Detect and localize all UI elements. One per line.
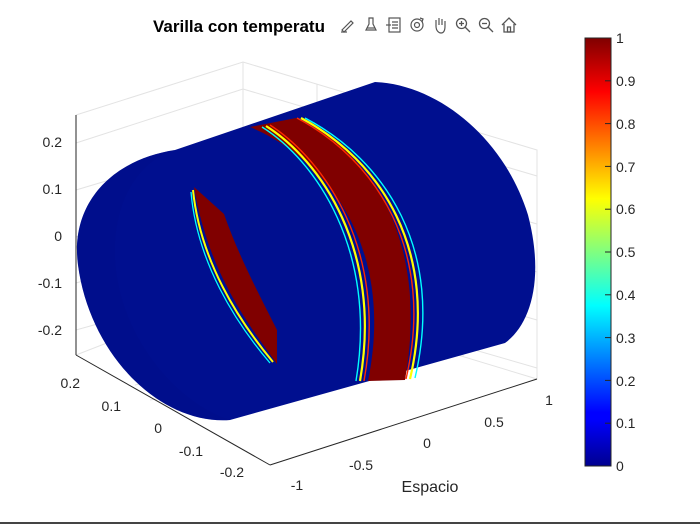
colorbar-tick-label: 0.4 xyxy=(616,287,636,303)
hot-band-left-edge-cyan xyxy=(190,191,271,364)
hot-band-right-edge-left-red xyxy=(269,124,370,382)
hot-band-right xyxy=(250,118,411,381)
colorbar-tick-label: 0.9 xyxy=(616,73,636,89)
y-tick-label: 0.1 xyxy=(102,398,122,414)
hot-band-left-edge xyxy=(192,189,274,363)
z-tick-label: -0.2 xyxy=(38,322,62,338)
rotate-3d-icon[interactable] xyxy=(406,14,428,36)
x-tick-label: -1 xyxy=(291,477,304,493)
z-axis-ticks: 0.2 0.1 0 -0.1 -0.2 xyxy=(38,134,62,338)
y-tick-label: -0.1 xyxy=(179,443,203,459)
window-bottom-border xyxy=(0,522,700,524)
axes-toolbar xyxy=(337,14,520,36)
home-icon[interactable] xyxy=(498,14,520,36)
x-tick-label: 1 xyxy=(545,392,553,408)
y-tick-label: -0.2 xyxy=(220,464,244,480)
edit-plot-icon[interactable] xyxy=(337,14,359,36)
colorbar-tick-label: 0.1 xyxy=(616,415,636,431)
colorbar-tick-label: 0.3 xyxy=(616,330,636,346)
hot-band-right-edge-right xyxy=(300,117,419,380)
colorbar[interactable]: 1 0.9 0.8 0.7 0.6 0.5 0.4 0.3 0.2 0.1 0 xyxy=(584,30,636,474)
x-axis-label: Espacio xyxy=(402,479,459,496)
pan-hand-icon[interactable] xyxy=(429,14,451,36)
colorbar-tick-label: 0.2 xyxy=(616,373,636,389)
hot-band-left xyxy=(194,187,277,364)
x-tick-label: -0.5 xyxy=(349,457,373,473)
z-tick-label: 0.1 xyxy=(43,181,63,197)
colorbar-tick-label: 0.5 xyxy=(616,244,636,260)
z-tick-label: 0 xyxy=(54,228,62,244)
colorbar-gradient xyxy=(584,37,612,467)
hot-band-right-edge-right-cyan xyxy=(304,117,424,379)
y-axis-ticks: 0.2 0.1 0 -0.1 -0.2 xyxy=(61,375,245,480)
hot-band-right-edge-left-cyan xyxy=(261,126,362,382)
colorbar-tick-label: 1 xyxy=(616,30,624,46)
axis-lines xyxy=(75,115,538,466)
x-tick-label: 0.5 xyxy=(484,414,504,430)
y-tick-label: 0.2 xyxy=(61,375,81,391)
colorbar-tick-label: 0.6 xyxy=(616,201,636,217)
data-tips-icon[interactable] xyxy=(383,14,405,36)
z-tick-label: 0.2 xyxy=(43,134,63,150)
zoom-in-icon[interactable] xyxy=(452,14,474,36)
x-axis-ticks: -1 -0.5 0 0.5 1 xyxy=(291,392,553,493)
hot-band-right-edge-left xyxy=(265,125,366,382)
colorbar-tick-label: 0 xyxy=(616,458,624,474)
colorbar-tick-label: 0.7 xyxy=(616,159,636,175)
rod-left-cap xyxy=(76,150,230,421)
colorbar-ticks xyxy=(605,80,611,424)
z-tick-label: -0.1 xyxy=(38,275,62,291)
plot-title: Varilla con temperatu xyxy=(153,17,325,36)
zoom-out-icon[interactable] xyxy=(475,14,497,36)
colorbar-tick-label: 0.8 xyxy=(616,116,636,132)
brush-icon[interactable] xyxy=(360,14,382,36)
rod-surface xyxy=(76,82,536,421)
y-tick-label: 0 xyxy=(154,420,162,436)
hot-band-right-edge-right-red xyxy=(296,117,415,380)
x-tick-label: 0 xyxy=(423,435,431,451)
rod-body xyxy=(76,82,536,421)
